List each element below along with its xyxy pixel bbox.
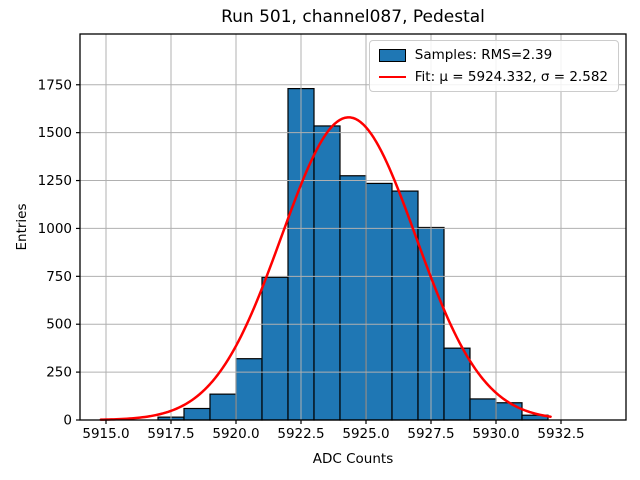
chart-title: Run 501, channel087, Pedestal xyxy=(221,7,485,27)
x-tick-label: 5932.5 xyxy=(537,426,584,442)
histogram-bar xyxy=(235,358,263,421)
histogram-bar xyxy=(495,402,523,421)
histogram-bar xyxy=(391,190,419,421)
fit-curve xyxy=(99,116,552,421)
x-tick-label: 5917.5 xyxy=(147,426,194,442)
legend-entry-fit: Fit: μ = 5924.332, σ = 2.582 xyxy=(378,69,608,85)
x-tick-label: 5920.0 xyxy=(212,426,259,442)
x-tick-label: 5915.0 xyxy=(82,426,129,442)
histogram-bar xyxy=(443,347,471,421)
legend: Samples: RMS=2.39 Fit: μ = 5924.332, σ =… xyxy=(368,40,619,92)
x-tick-label: 5922.5 xyxy=(277,426,324,442)
legend-label-samples: Samples: RMS=2.39 xyxy=(414,47,553,63)
x-tick-label: 5930.0 xyxy=(472,426,519,442)
x-tick-label: 5927.5 xyxy=(407,426,454,442)
histogram-bar xyxy=(209,393,237,421)
y-tick-label: 1750 xyxy=(38,77,72,93)
y-tick-label: 1500 xyxy=(38,125,72,141)
y-tick-label: 750 xyxy=(46,269,72,285)
x-tick-label: 5925.0 xyxy=(342,426,389,442)
fit-line-swatch-icon xyxy=(378,76,406,78)
histogram-bar xyxy=(339,175,367,421)
legend-entry-samples: Samples: RMS=2.39 xyxy=(378,47,608,63)
histogram-bar xyxy=(469,398,497,421)
histogram-bar xyxy=(183,407,211,421)
y-tick-label: 1000 xyxy=(38,221,72,237)
y-tick-label: 0 xyxy=(63,413,72,429)
x-axis-label: ADC Counts xyxy=(312,451,394,467)
samples-swatch-icon xyxy=(378,48,406,62)
histogram-bar xyxy=(365,182,393,421)
histogram-bar xyxy=(261,276,289,421)
legend-label-fit: Fit: μ = 5924.332, σ = 2.582 xyxy=(414,69,608,85)
histogram-bar xyxy=(313,125,341,421)
y-tick-label: 1250 xyxy=(38,173,72,189)
plot-border xyxy=(79,33,627,421)
y-tick-label: 500 xyxy=(46,317,72,333)
y-tick-label: 250 xyxy=(46,365,72,381)
